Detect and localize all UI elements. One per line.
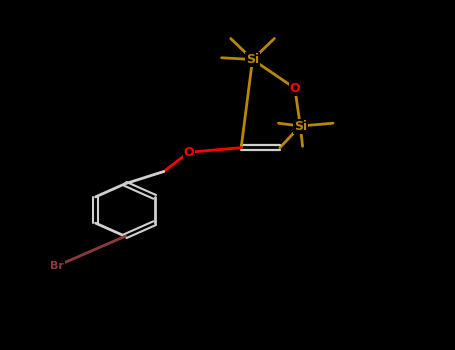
Text: Br: Br [50, 261, 64, 271]
Text: Si: Si [246, 53, 259, 66]
Text: O: O [289, 82, 300, 95]
Text: Si: Si [294, 119, 307, 133]
Text: O: O [183, 146, 194, 159]
